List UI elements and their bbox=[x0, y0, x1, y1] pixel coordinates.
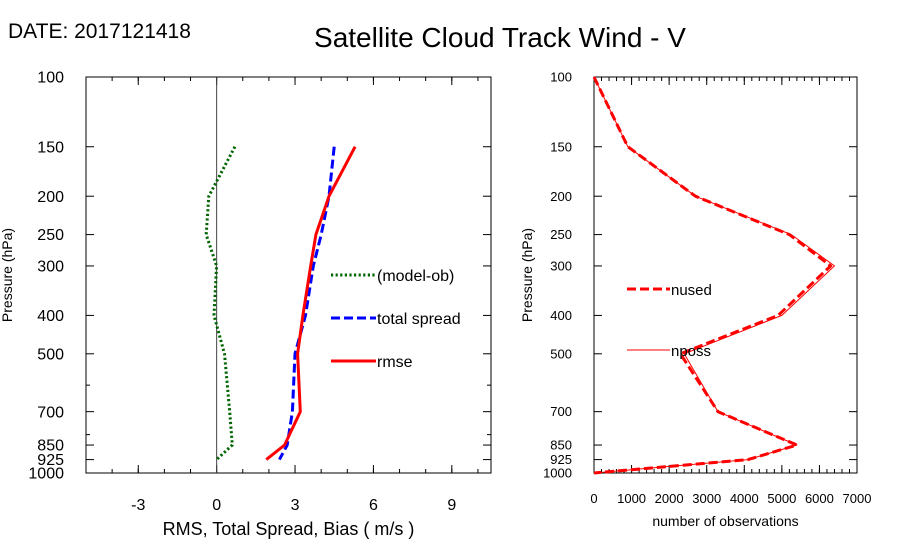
chart0-y-tick-label: 500 bbox=[37, 346, 64, 363]
chart1-y-tick-label: 925 bbox=[550, 452, 572, 467]
chart1-plot-frame bbox=[593, 76, 858, 474]
chart1-x-tick-label: 2000 bbox=[655, 491, 684, 506]
chart0-y-tick-label: 250 bbox=[37, 227, 64, 244]
chart1-y-tick-label: 1000 bbox=[543, 466, 572, 481]
chart0-x-tick-label: -3 bbox=[131, 497, 145, 514]
figure-title: Satellite Cloud Track Wind - V bbox=[314, 22, 686, 53]
chart0-y-tick-label: 850 bbox=[37, 438, 64, 455]
chart1-y-axis-label: Pressure (hPa) bbox=[519, 228, 535, 322]
chart0-x-tick-label: 6 bbox=[369, 497, 378, 514]
chart1-legend-label: nused bbox=[671, 282, 712, 299]
chart1-y-tick-label: 300 bbox=[550, 258, 572, 273]
chart0-y-tick-label: 200 bbox=[37, 189, 64, 206]
chart0-x-tick-label: 0 bbox=[212, 497, 221, 514]
chart0-y-tick-label: 300 bbox=[37, 259, 64, 276]
chart1-x-tick-label: 6000 bbox=[805, 491, 834, 506]
chart1-legend-label: nposs bbox=[671, 343, 711, 360]
chart1-x-axis-label: number of observations bbox=[652, 513, 798, 529]
chart0-series-rmse-line bbox=[265, 146, 357, 461]
chart1-y-tick-label: 200 bbox=[550, 189, 572, 204]
chart0-y-tick-label: 150 bbox=[37, 139, 64, 156]
chart1-x-tick-label: 7000 bbox=[843, 491, 872, 506]
chart1-y-tick-label: 700 bbox=[550, 404, 572, 419]
chart0-y-tick-label: 925 bbox=[37, 452, 64, 469]
chart1-y-tick-label: 850 bbox=[550, 438, 572, 453]
chart0-legend-label: (model-ob) bbox=[377, 268, 454, 285]
chart0-series-total-spread-line bbox=[278, 146, 336, 461]
date-label: DATE: 2017121418 bbox=[8, 20, 191, 43]
chart1-y-tick-label: 250 bbox=[550, 227, 572, 242]
chart0-y-tick-label: 1000 bbox=[28, 466, 64, 483]
chart1-series-nused-line bbox=[592, 76, 833, 475]
chart0-legend-label: total spread bbox=[377, 311, 461, 328]
chart0-legend-label: rmse bbox=[377, 354, 413, 371]
chart0-y-tick-label: 400 bbox=[37, 308, 64, 325]
chart0-y-tick-label: 100 bbox=[37, 70, 64, 87]
chart1-x-tick-label: 1000 bbox=[617, 491, 646, 506]
chart0-plot-frame bbox=[85, 76, 492, 474]
chart1-x-tick-label: 4000 bbox=[730, 491, 759, 506]
chart1-x-tick-label: 0 bbox=[590, 491, 597, 506]
chart0-x-tick-label: 9 bbox=[447, 497, 456, 514]
chart1-y-tick-label: 500 bbox=[550, 346, 572, 361]
chart0-y-tick-label: 700 bbox=[37, 404, 64, 421]
chart1-y-tick-label: 100 bbox=[550, 70, 572, 85]
chart0-x-axis-label: RMS, Total Spread, Bias ( m/s ) bbox=[163, 519, 415, 539]
chart0-x-tick-label: 3 bbox=[291, 497, 300, 514]
chart0-y-axis-label: Pressure (hPa) bbox=[0, 228, 15, 322]
chart1-y-tick-label: 150 bbox=[550, 139, 572, 154]
chart1-x-tick-label: 3000 bbox=[692, 491, 721, 506]
chart1-x-tick-label: 5000 bbox=[767, 491, 796, 506]
chart1-series-nposs-line bbox=[593, 76, 835, 474]
chart0-series-model-ob-line bbox=[204, 146, 237, 461]
chart1-y-tick-label: 400 bbox=[550, 308, 572, 323]
